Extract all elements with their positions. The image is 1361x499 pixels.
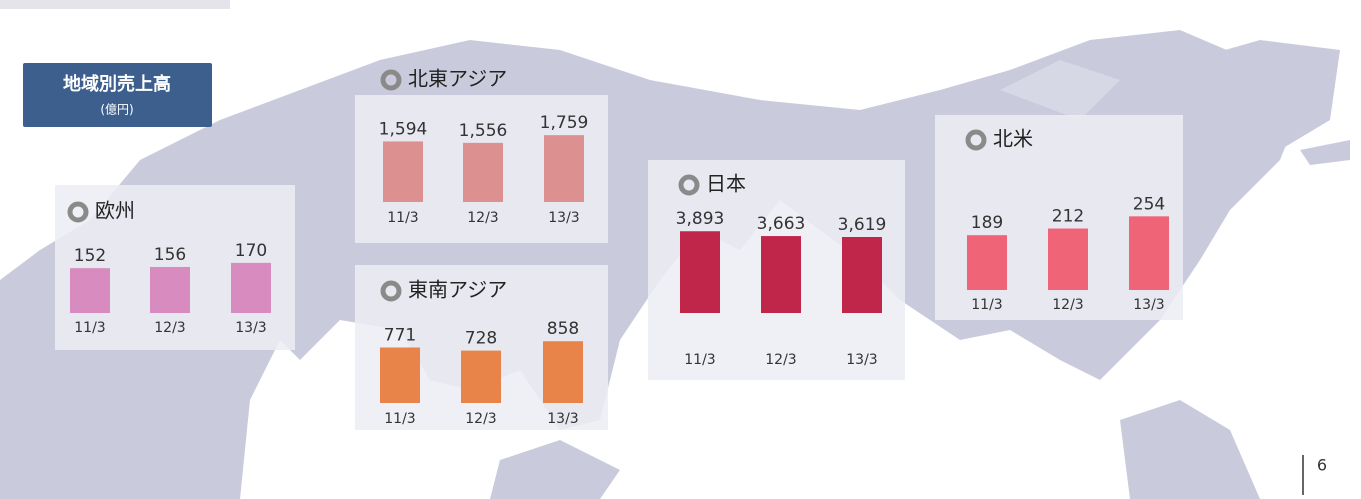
value-label: 212 [1052,207,1084,227]
value-label: 189 [971,213,1003,233]
category-label: 13/3 [548,210,579,226]
value-label: 152 [74,246,106,266]
value-label: 156 [154,245,186,265]
category-label: 13/3 [547,411,578,427]
title-icon [67,201,89,223]
bar [680,231,720,313]
bar [967,235,1007,290]
top-band [0,0,230,9]
value-label: 771 [384,325,416,345]
chart-title: 北米 [993,127,1033,151]
bar [231,262,271,313]
bar [1129,216,1169,290]
bar [380,347,420,403]
title-icon [380,280,402,302]
category-label: 13/3 [1133,297,1164,313]
category-label: 11/3 [384,411,415,427]
value-label: 3,893 [676,209,725,229]
category-label: 11/3 [971,297,1002,313]
chart-title: 北東アジア [408,67,507,91]
title: 地域別売上高 [63,73,171,95]
title-icon [380,69,402,91]
bar [544,135,584,202]
category-label: 11/3 [684,352,715,368]
chart-title: 日本 [706,172,746,196]
chart-title: 欧州 [95,199,135,223]
bar [1048,228,1088,290]
value-label: 728 [465,329,497,349]
category-label: 12/3 [1052,297,1083,313]
title-box [23,63,212,127]
bar [842,237,882,313]
page-number: 6 [1317,456,1327,475]
title-icon [678,174,700,196]
title-icon [965,129,987,151]
unit: (億円) [100,103,133,117]
value-label: 1,759 [540,113,589,133]
value-label: 254 [1133,194,1165,214]
value-label: 858 [547,319,579,339]
value-label: 3,663 [757,214,806,234]
value-label: 1,594 [379,119,428,139]
category-label: 11/3 [74,320,105,336]
bar [461,350,501,403]
category-label: 12/3 [765,352,796,368]
chart-title: 東南アジア [408,278,507,302]
bar [383,141,423,202]
category-label: 12/3 [465,411,496,427]
bar [150,266,190,313]
bar [543,341,583,403]
category-label: 13/3 [235,320,266,336]
bar [761,236,801,313]
value-label: 3,619 [838,215,887,235]
category-label: 12/3 [467,210,498,226]
category-label: 13/3 [846,352,877,368]
value-label: 170 [235,241,267,261]
category-label: 11/3 [387,210,418,226]
category-label: 12/3 [154,320,185,336]
bar [70,268,110,313]
value-label: 1,556 [459,121,508,141]
bar [463,142,503,202]
